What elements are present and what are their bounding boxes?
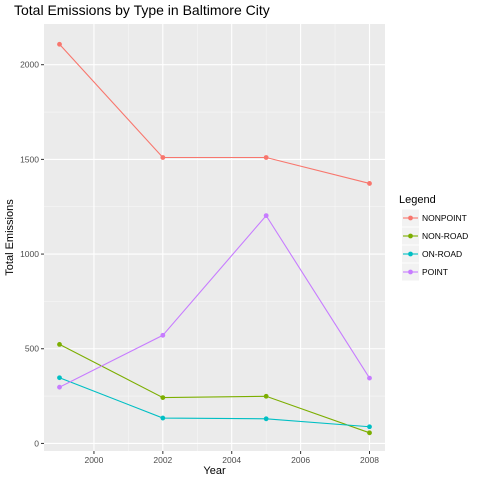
legend-key-point xyxy=(408,233,413,239)
series-line xyxy=(59,343,370,434)
series-layer xyxy=(57,41,372,436)
data-point xyxy=(263,393,269,399)
y-tick-label: 500 xyxy=(25,344,39,354)
x-tick-label: 2002 xyxy=(153,455,172,465)
legend-key xyxy=(402,227,419,245)
legend-key xyxy=(402,209,419,227)
data-point xyxy=(57,341,62,347)
series-non-road xyxy=(57,341,372,436)
series-line xyxy=(59,377,370,428)
legend-label: ON-ROAD xyxy=(422,249,462,259)
x-tick-label: 2004 xyxy=(222,455,241,465)
series-line xyxy=(59,214,370,388)
data-point xyxy=(367,181,372,186)
chart-title: Total Emissions by Type in Baltimore Cit… xyxy=(14,2,270,18)
x-axis: 2000 2002 2004 2006 2008 xyxy=(84,451,379,465)
legend-key xyxy=(402,245,419,263)
y-tick-label: 2000 xyxy=(20,60,39,70)
data-point xyxy=(57,41,62,47)
y-axis: 0 500 1000 1500 2000 xyxy=(20,60,44,448)
y-tick-label: 1500 xyxy=(20,154,39,164)
legend-title: Legend xyxy=(399,194,436,206)
series-nonpoint xyxy=(57,41,372,186)
legend-label: POINT xyxy=(422,267,448,277)
data-point xyxy=(367,430,372,436)
data-point xyxy=(57,375,62,381)
data-point xyxy=(263,155,269,160)
legend: Legend NONPOINT NON-ROAD ON-ROAD POINT xyxy=(399,194,468,281)
y-axis-label: Total Emissions xyxy=(4,199,16,276)
data-point xyxy=(367,424,372,430)
data-point xyxy=(263,213,269,219)
plot-panel xyxy=(44,24,385,451)
data-point xyxy=(57,384,62,390)
data-point xyxy=(367,375,372,381)
y-tick-label: 0 xyxy=(34,438,39,448)
series-point xyxy=(57,213,372,390)
data-point xyxy=(160,395,166,401)
y-tick-label: 1000 xyxy=(20,249,39,259)
series-on-road xyxy=(57,375,372,430)
legend-key xyxy=(402,263,419,281)
x-tick-label: 2000 xyxy=(84,455,103,465)
series-line xyxy=(59,43,370,184)
x-tick-label: 2008 xyxy=(360,455,379,465)
data-point xyxy=(160,415,166,421)
data-point xyxy=(263,416,269,422)
minor-gridlines xyxy=(44,24,385,451)
legend-key-point xyxy=(408,215,413,221)
legend-key-point xyxy=(408,251,413,257)
data-point xyxy=(160,332,166,338)
x-axis-label: Year xyxy=(203,465,226,477)
legend-label: NON-ROAD xyxy=(422,231,468,241)
data-point xyxy=(160,155,166,160)
legend-key-point xyxy=(408,269,413,275)
x-tick-label: 2006 xyxy=(291,455,310,465)
legend-label: NONPOINT xyxy=(422,213,467,223)
